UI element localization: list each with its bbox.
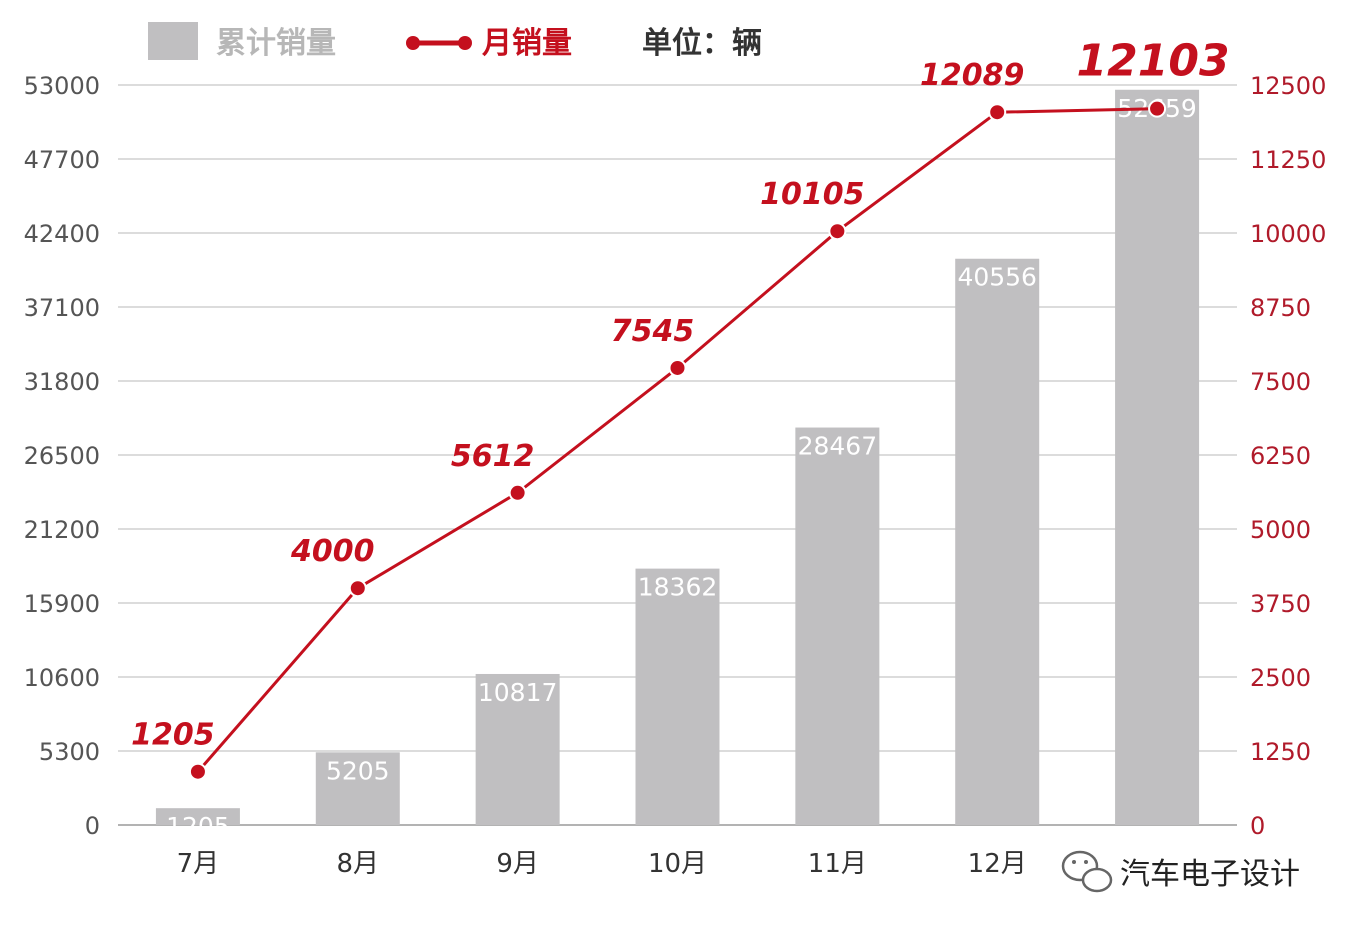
line-value-label: 12103 xyxy=(1077,36,1230,87)
grid-lines xyxy=(118,84,1237,826)
left-axis: 0 5300 10600 15900 21200 26500 31800 37100 42400… xyxy=(24,72,100,840)
right-axis-tick-label: 6250 xyxy=(1250,442,1311,470)
left-axis-tick-label: 42400 xyxy=(24,220,100,248)
x-axis-tick-label: 8月 xyxy=(337,849,380,879)
bar-value-label: 10817 xyxy=(478,678,558,707)
right-axis-tick-label: 7500 xyxy=(1250,368,1311,396)
x-axis-tick-label: 11月 xyxy=(808,849,867,879)
wechat-icon xyxy=(1061,850,1113,893)
left-axis-tick-label: 47700 xyxy=(24,146,100,174)
bar-value-label: 40556 xyxy=(957,263,1037,292)
bar-value-label: 18362 xyxy=(638,573,718,602)
line-point xyxy=(348,579,367,598)
line-point xyxy=(1148,99,1167,118)
bar xyxy=(155,808,240,825)
line-value-label: 5612 xyxy=(451,439,535,474)
left-axis-tick-label: 10600 xyxy=(24,664,100,692)
bar xyxy=(635,568,720,825)
legend-bar-swatch xyxy=(148,22,198,60)
watermark: 汽车电子设计 xyxy=(1061,850,1300,893)
legend-line-marker-right xyxy=(458,36,472,50)
right-axis-tick-label: 12500 xyxy=(1250,72,1326,100)
line-value-label: 10105 xyxy=(760,177,864,212)
right-axis: 0 1250 2500 3750 5000 6250 7500 8750 10000 11250 1… xyxy=(1250,72,1326,840)
bar-value-label: 28467 xyxy=(798,432,878,461)
left-axis-tick-label: 26500 xyxy=(24,442,100,470)
left-axis-tick-label: 37100 xyxy=(24,294,100,322)
line-value-label: 4000 xyxy=(290,534,375,569)
x-axis-tick-label: 9月 xyxy=(496,849,539,879)
bar xyxy=(1115,89,1200,826)
line-point xyxy=(668,358,687,377)
left-axis-tick-label: 0 xyxy=(85,812,100,840)
right-axis-tick-label: 11250 xyxy=(1250,146,1326,174)
unit-label: 单位：辆 xyxy=(642,26,762,61)
left-axis-tick-label: 5300 xyxy=(39,738,100,766)
right-axis-tick-label: 0 xyxy=(1250,812,1265,840)
left-axis-tick-label: 21200 xyxy=(24,516,100,544)
line-value-label: 7545 xyxy=(611,314,695,349)
legend-line-marker-left xyxy=(406,36,420,50)
bar xyxy=(315,752,400,825)
right-axis-tick-label: 5000 xyxy=(1250,516,1311,544)
right-axis-tick-label: 2500 xyxy=(1250,664,1311,692)
legend-line-label: 月销量 xyxy=(482,26,572,61)
x-axis-tick-label: 10月 xyxy=(648,849,707,879)
x-axis-tick-label: 7月 xyxy=(177,849,220,879)
line-point xyxy=(988,103,1007,122)
right-axis-tick-label: 3750 xyxy=(1250,590,1311,618)
legend: 累计销量 月销量 单位：辆 xyxy=(148,22,762,61)
line-value-label: 12089 xyxy=(920,58,1024,93)
right-axis-tick-label: 10000 xyxy=(1250,220,1326,248)
watermark-text: 汽车电子设计 xyxy=(1120,857,1300,892)
bar xyxy=(475,673,560,825)
legend-bar-label: 累计销量 xyxy=(216,26,336,61)
x-axis: 7月 8月 9月 10月 11月 12月 xyxy=(177,849,1027,879)
bar-value-label: 1205 xyxy=(166,812,230,841)
bar-value-label: 5205 xyxy=(326,756,390,785)
x-axis-tick-label: 12月 xyxy=(968,849,1027,879)
bar-series: 120552051081718362284674055652659 xyxy=(155,89,1200,841)
line-series: 1205 4000 5612 7545 10105 12089 12103 xyxy=(131,36,1230,781)
left-axis-tick-label: 31800 xyxy=(24,368,100,396)
bar xyxy=(955,258,1040,825)
line-value-label: 1205 xyxy=(131,718,215,753)
left-axis-tick-label: 15900 xyxy=(24,590,100,618)
line-point xyxy=(188,762,207,781)
right-axis-tick-label: 8750 xyxy=(1250,294,1311,322)
left-axis-tick-label: 53000 xyxy=(24,72,100,100)
line-point xyxy=(508,483,527,502)
bar xyxy=(795,427,880,825)
right-axis-tick-label: 1250 xyxy=(1250,738,1311,766)
line-point xyxy=(828,222,847,241)
